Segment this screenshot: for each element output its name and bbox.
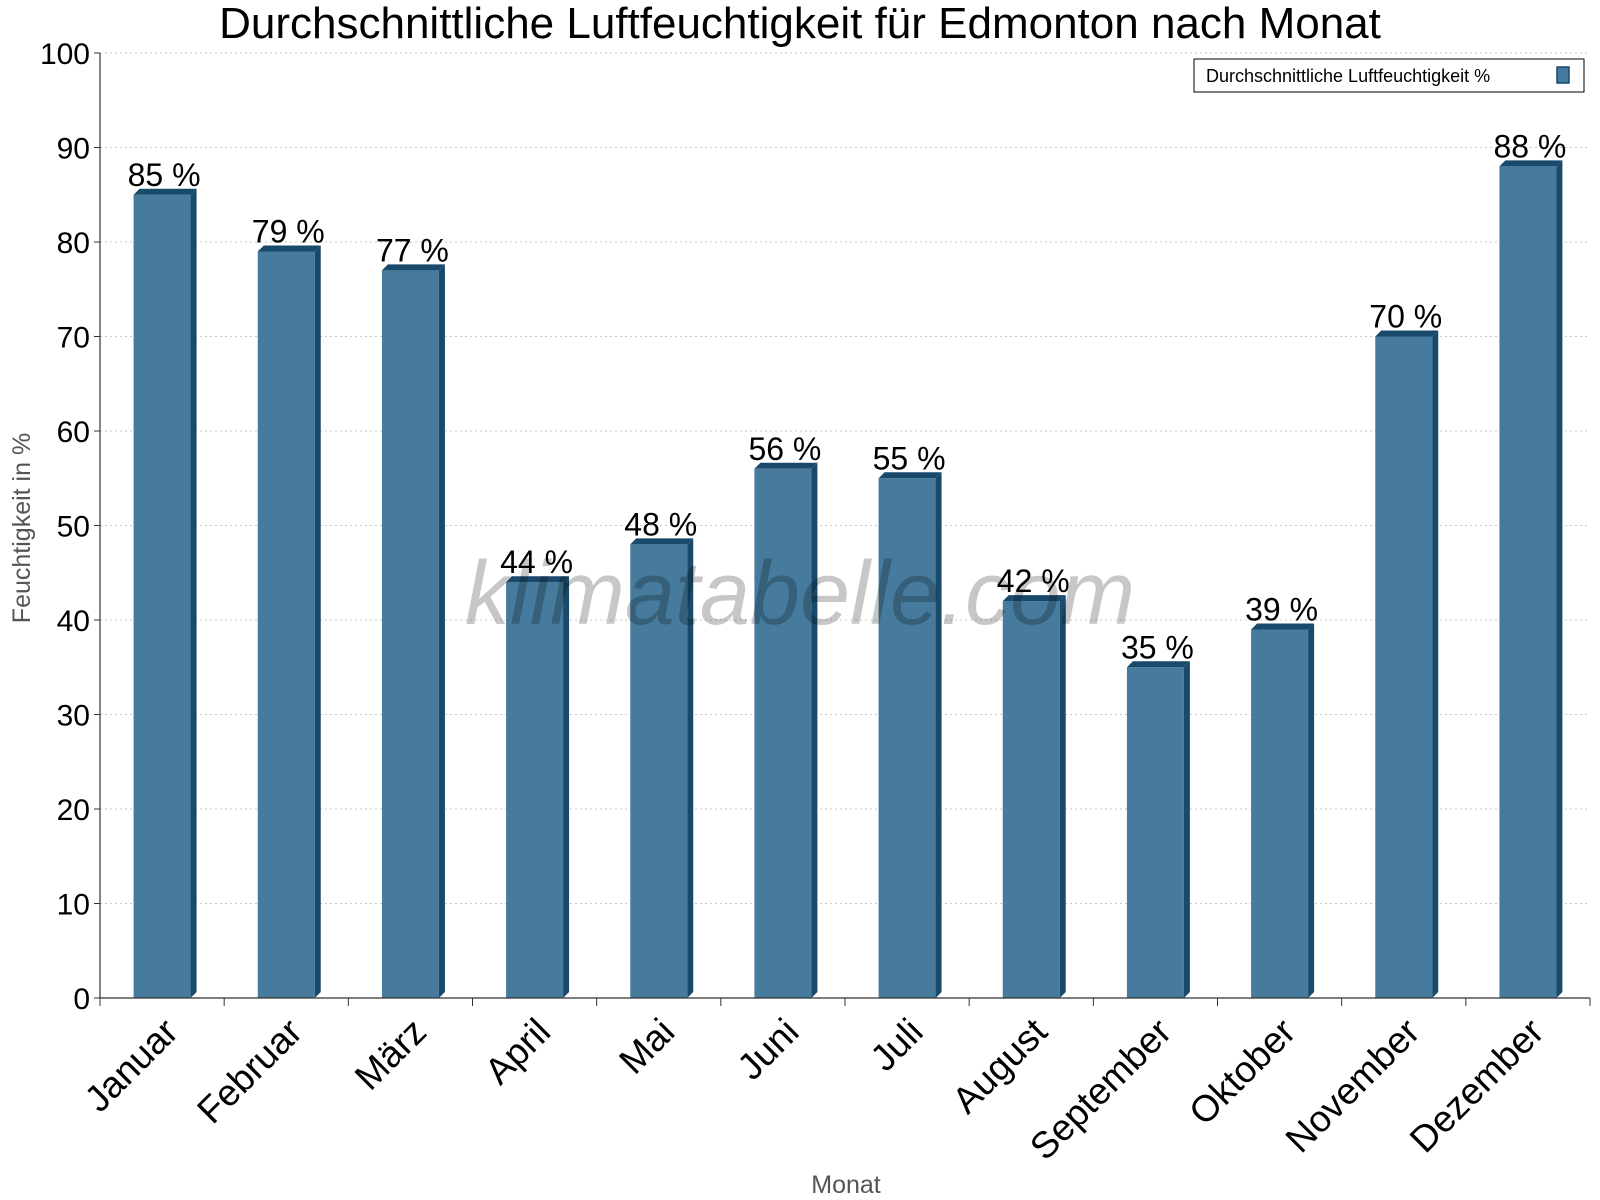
bar (1375, 330, 1439, 998)
bar-face (1251, 629, 1309, 998)
bar (506, 576, 570, 998)
bar-top (257, 245, 321, 252)
bar (1126, 661, 1190, 998)
bar (878, 472, 942, 998)
y-tick-label: 40 (57, 605, 90, 638)
legend: Durchschnittliche Luftfeuchtigkeit % (1193, 58, 1585, 93)
bar-top (1499, 160, 1563, 167)
bar (630, 538, 694, 998)
bar (257, 245, 321, 998)
data-label: 55 % (873, 440, 946, 476)
bar (381, 264, 445, 999)
y-tick-label: 50 (57, 511, 90, 544)
legend-swatch (1556, 66, 1570, 84)
bar-face (630, 544, 688, 998)
bar-side (935, 472, 942, 998)
bar-top (506, 576, 570, 583)
bar-top (1375, 330, 1439, 337)
x-tick-label: Juni (730, 1011, 807, 1088)
bar-face (257, 251, 315, 998)
bar-top (1002, 595, 1066, 602)
x-tick-label: April (477, 1011, 558, 1092)
bar-side (438, 264, 445, 999)
bar (754, 462, 818, 998)
data-label: 35 % (1121, 629, 1194, 665)
x-tick-label: August (944, 1010, 1055, 1121)
bar-face (506, 582, 564, 998)
y-axis-title: Feuchtigkeit in % (8, 433, 36, 623)
bar-side (563, 576, 570, 998)
y-tick-label: 0 (73, 983, 90, 1016)
bar-top (133, 188, 197, 195)
bar-face (1499, 166, 1557, 998)
x-tick-label: Januar (77, 1011, 186, 1120)
data-label: 39 % (1245, 591, 1318, 627)
x-tick-label: Dezember (1402, 1011, 1552, 1161)
x-tick-label: Juli (862, 1011, 930, 1079)
bar-face (1002, 601, 1060, 998)
bar-series (133, 160, 1563, 999)
bar-side (314, 245, 321, 998)
bar-face (381, 270, 439, 999)
x-tick-label: Februar (189, 1011, 310, 1132)
data-label: 70 % (1369, 299, 1442, 335)
bar (1002, 595, 1066, 998)
y-tick-label: 60 (57, 416, 90, 449)
data-label: 79 % (252, 213, 325, 249)
bar-side (687, 538, 694, 998)
x-axis-title: Monat (811, 1171, 881, 1199)
bar-top (754, 462, 818, 469)
x-tick-label: Mai (611, 1011, 682, 1082)
y-tick-label: 80 (57, 227, 90, 260)
x-tick-label: Oktober (1181, 1011, 1303, 1133)
chart-title: Durchschnittliche Luftfeuchtigkeit für E… (219, 0, 1381, 48)
bar-side (811, 462, 818, 998)
data-label: 77 % (376, 232, 449, 268)
bar-side (1183, 661, 1190, 998)
bar (1251, 623, 1315, 998)
data-label: 48 % (624, 506, 697, 542)
y-tick-labels: 0 10 20 30 40 50 60 70 80 90 100 (40, 38, 90, 1016)
y-tick-label: 20 (57, 794, 90, 827)
bar (133, 188, 197, 998)
data-label: 56 % (748, 431, 821, 467)
bar-side (190, 188, 197, 998)
bar-side (1059, 595, 1066, 998)
bar-top (630, 538, 694, 545)
gridlines (100, 52, 1590, 904)
x-tick-label: November (1278, 1011, 1428, 1161)
bar-top (1251, 623, 1315, 630)
watermark: klimatabelle.com (465, 544, 1135, 644)
legend-label: Durchschnittliche Luftfeuchtigkeit % (1206, 66, 1490, 86)
bar (1499, 160, 1563, 998)
bar-side (1556, 160, 1563, 998)
bar-top (381, 264, 445, 271)
legend-box (1193, 58, 1585, 93)
bar-top (878, 472, 942, 479)
axes (94, 52, 1591, 1006)
bar-side (1308, 623, 1315, 998)
data-label: 88 % (1493, 128, 1566, 164)
data-label: 85 % (128, 157, 201, 193)
y-tick-label: 10 (57, 889, 90, 922)
x-tick-label: März (347, 1011, 434, 1098)
y-tick-label: 70 (57, 322, 90, 355)
bar-top (1126, 661, 1190, 668)
y-tick-label: 30 (57, 700, 90, 733)
bar-face (878, 478, 936, 998)
x-tick-labels: Januar Februar März April Mai Juni Juli AugustS… (77, 1010, 1552, 1167)
data-label: 44 % (500, 544, 573, 580)
y-tick-label: 90 (57, 133, 90, 166)
y-tick-label: 100 (40, 38, 90, 71)
bar-face (1126, 667, 1184, 998)
bar-side (1432, 330, 1439, 998)
bar-face (754, 468, 812, 998)
bar-face (133, 194, 191, 998)
bar-face (1375, 336, 1433, 998)
data-label: 42 % (997, 563, 1070, 599)
data-labels: 85 % 79 % 77 % 44 % 48 % 56 % 55 % 42 % 35 % 39 %… (128, 128, 1567, 665)
